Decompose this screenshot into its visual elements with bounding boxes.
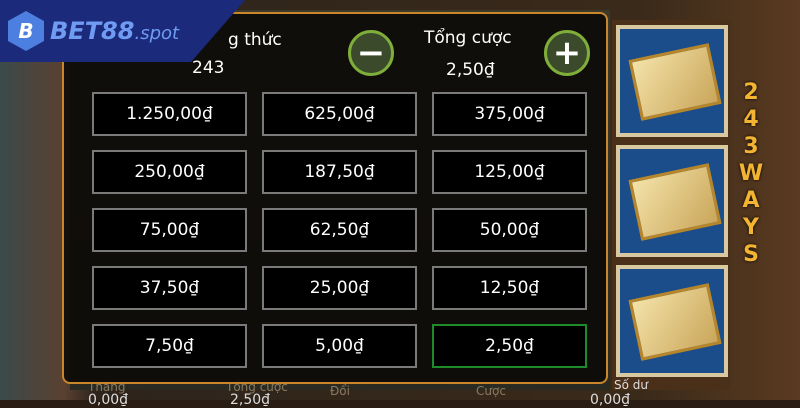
ways-char: Y (743, 215, 759, 240)
scroll-symbol (616, 265, 728, 377)
scroll-symbol (616, 25, 728, 137)
total-bet-value: 2,50₫ (446, 60, 495, 80)
bet-button[interactable]: Cược (476, 384, 506, 398)
bet-option-button[interactable]: 25,00₫ (262, 266, 417, 310)
increase-bet-button[interactable]: + (544, 30, 590, 76)
bet-selector-panel (62, 12, 608, 384)
balance-label: Số dư (614, 378, 648, 392)
ways-label: g thức (228, 30, 282, 50)
ways-value: 243 (192, 58, 225, 78)
bet-option-button[interactable]: 5,00₫ (262, 324, 417, 368)
total-bet-label: Tổng cược (424, 28, 512, 48)
bet-option-button[interactable]: 50,00₫ (432, 208, 587, 252)
ways-banner: 2 4 3 W A Y S (736, 80, 766, 290)
win-value: 0,00₫ (88, 392, 129, 408)
bet-option-button[interactable]: 125,00₫ (432, 150, 587, 194)
scroll-symbol (616, 145, 728, 257)
bet-option-button[interactable]: 625,00₫ (262, 92, 417, 136)
plus-icon: + (552, 33, 582, 73)
bet-option-button[interactable]: 12,50₫ (432, 266, 587, 310)
ways-char: 3 (743, 134, 759, 159)
logo-text: BET88.spot (50, 17, 180, 45)
bet-option-button[interactable]: 62,50₫ (262, 208, 417, 252)
ways-char: A (742, 188, 760, 213)
bet-option-button[interactable]: 187,50₫ (262, 150, 417, 194)
bet-option-button[interactable]: 375,00₫ (432, 92, 587, 136)
bet-option-button[interactable]: 37,50₫ (92, 266, 247, 310)
minus-icon: − (356, 33, 386, 73)
bet-option-button[interactable]: 2,50₫ (432, 324, 587, 368)
bet-option-button[interactable]: 250,00₫ (92, 150, 247, 194)
ways-char: W (738, 161, 764, 186)
bet-option-button[interactable]: 1.250,00₫ (92, 92, 247, 136)
ways-char: 4 (743, 107, 759, 132)
bet-option-button[interactable]: 75,00₫ (92, 208, 247, 252)
balance-value: 0,00₫ (590, 392, 631, 408)
bottom-bet-value: 2,50₫ (230, 392, 271, 408)
change-button[interactable]: Đổi (330, 384, 350, 398)
decrease-bet-button[interactable]: − (348, 30, 394, 76)
bet-option-button[interactable]: 7,50₫ (92, 324, 247, 368)
ways-char: 2 (743, 80, 759, 105)
logo-mark: B (8, 11, 44, 51)
ways-char: S (743, 242, 759, 267)
bet-options-grid: 1.250,00₫ 625,00₫ 375,00₫ 250,00₫ 187,50₫ 125… (92, 92, 587, 368)
